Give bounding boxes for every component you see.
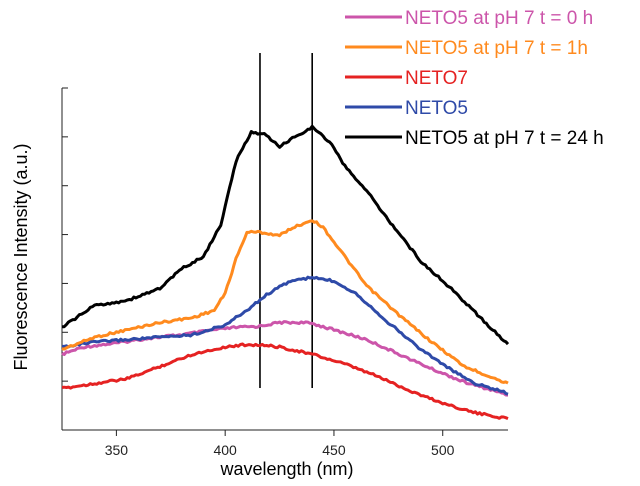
series-line-0 (61, 320, 509, 397)
x-axis-label: wavelength (nm) (219, 459, 353, 479)
x-ticks: 350 400 450 500 (105, 430, 455, 458)
vertical-markers (259, 53, 313, 388)
x-tick-label: 350 (105, 442, 129, 458)
legend-label: NETO5 (405, 98, 468, 119)
legend-label: NETO7 (405, 68, 468, 89)
legend: NETO5 at pH 7 t = 0 h NETO5 at pH 7 t = 1… (345, 8, 604, 149)
x-tick-label: 500 (431, 442, 455, 458)
y-axis-label: Fluorescence Intensity (a.u.) (11, 143, 31, 370)
series-lines (61, 124, 510, 420)
series-line-1 (61, 219, 509, 385)
x-tick-label: 400 (213, 442, 237, 458)
legend-label: NETO5 at pH 7 t = 0 h (405, 8, 593, 29)
legend-label: NETO5 at pH 7 t = 24 h (405, 128, 604, 149)
y-ticks (62, 87, 68, 382)
legend-label: NETO5 at pH 7 t = 1h (405, 38, 588, 59)
series-line-2 (61, 342, 509, 420)
series-line-4 (61, 124, 510, 346)
series-line-3 (62, 275, 509, 396)
axes: 350 400 450 500 (61, 87, 508, 458)
x-tick-label: 450 (322, 442, 346, 458)
